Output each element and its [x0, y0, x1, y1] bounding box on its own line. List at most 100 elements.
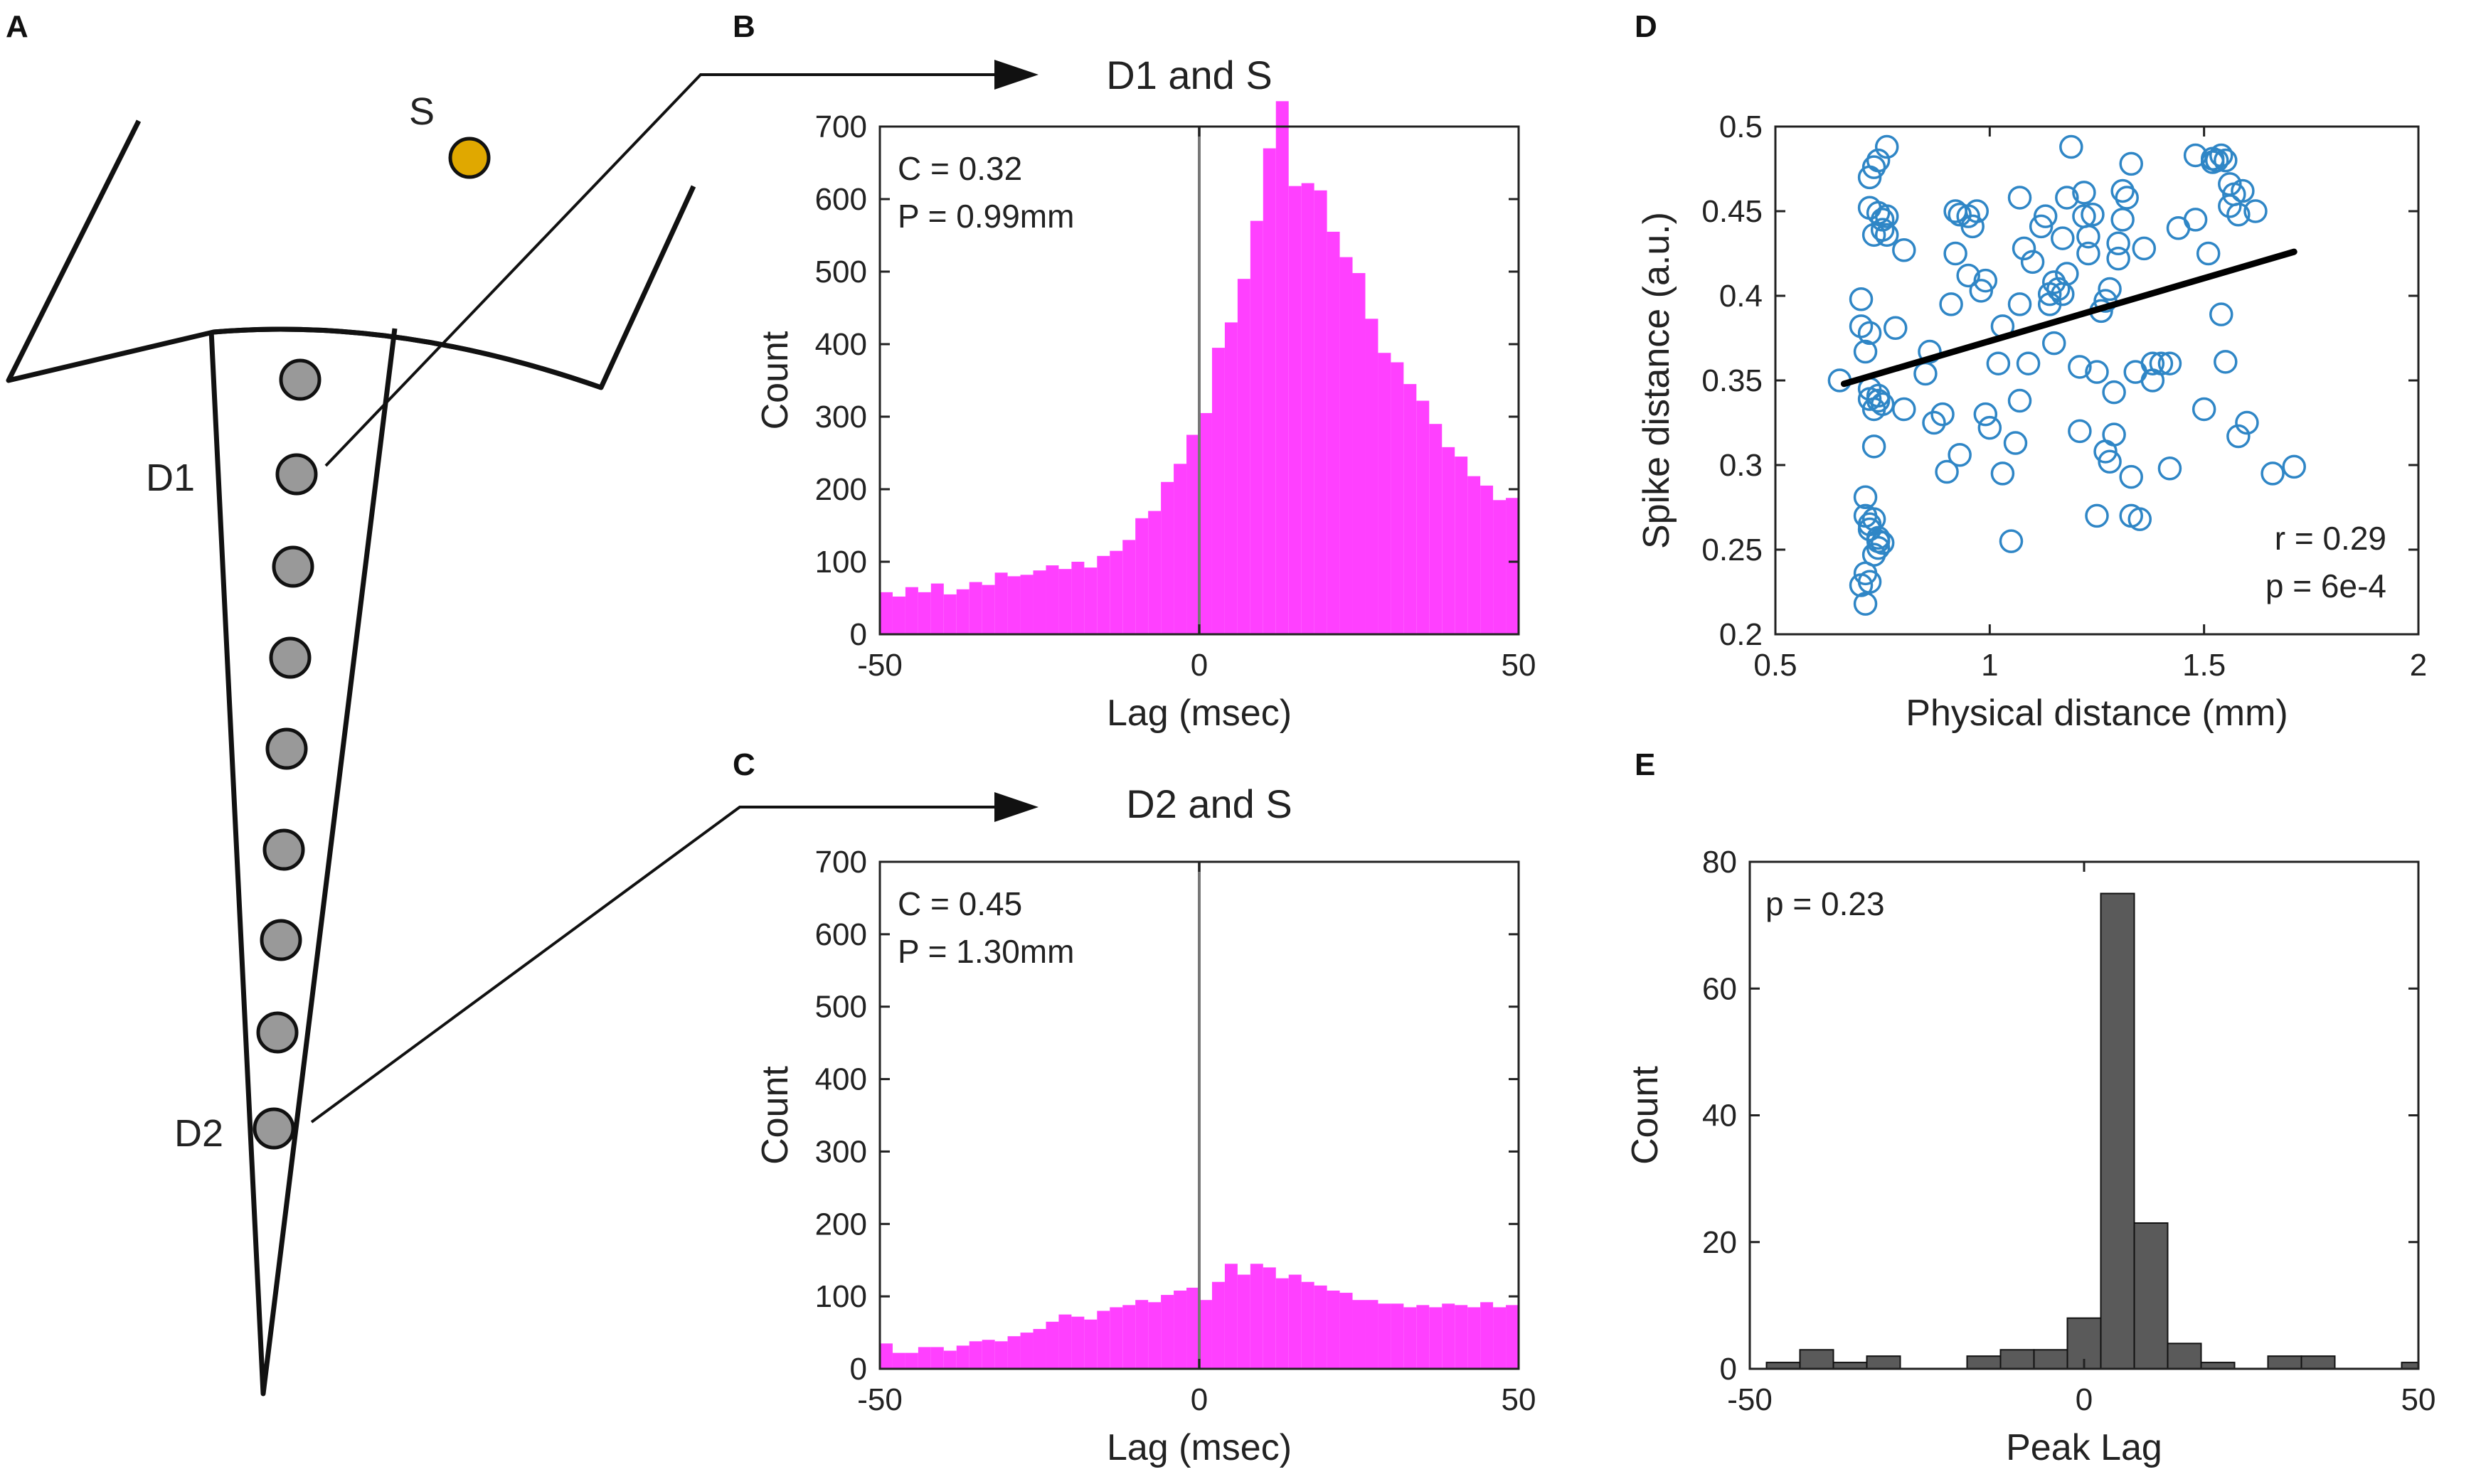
scatter-point — [2282, 454, 2306, 479]
bar — [1058, 569, 1072, 634]
bar — [1199, 1300, 1212, 1369]
bar-series — [1765, 892, 2419, 1370]
bar — [892, 596, 905, 634]
scatter-point — [1948, 203, 1972, 227]
y-tick-label: 0 — [850, 1352, 867, 1387]
y-tick-label: 600 — [815, 917, 867, 952]
y-tick-label: 0.4 — [1719, 279, 1763, 314]
scatter-point — [1857, 570, 1882, 594]
scatter-point — [2119, 464, 2143, 489]
x-axis-label: Lag (msec) — [1107, 693, 1292, 734]
y-tick-label: 80 — [1702, 845, 1737, 880]
y-axis-label: Spike distance (a.u.) — [1636, 212, 1677, 549]
bar — [1007, 1336, 1021, 1369]
bar — [1110, 1307, 1123, 1369]
bar — [1211, 1281, 1225, 1369]
bar — [1352, 273, 1366, 634]
x-tick-label: 0 — [1191, 1382, 1208, 1417]
scatter-point — [2068, 419, 2092, 444]
y-axis-label: Count — [755, 331, 796, 429]
scatter-point — [2076, 224, 2100, 249]
chart-title: D1 and S — [1106, 53, 1273, 97]
scatter-point — [2041, 331, 2066, 356]
bar — [1135, 518, 1149, 634]
scatter-point — [2127, 507, 2152, 531]
bar — [1378, 1303, 1391, 1369]
annotation-text: p = 0.23 — [1765, 885, 1885, 922]
scatter-point — [1892, 397, 1916, 422]
cortex-surface-curve — [213, 326, 602, 390]
bar — [1046, 1321, 1059, 1369]
recording-site — [272, 545, 314, 588]
scatter-point — [1870, 218, 1895, 242]
bar — [2167, 1342, 2202, 1370]
scatter-point — [1853, 485, 1878, 509]
bar — [1275, 1278, 1289, 1369]
scatter-point — [2183, 208, 2208, 232]
bar — [1866, 1355, 1901, 1370]
scatter-point — [2115, 186, 2139, 210]
bar — [1442, 1303, 1455, 1369]
bar — [1378, 353, 1391, 634]
bar — [1301, 183, 1314, 634]
scatter-point — [2098, 449, 2122, 474]
scatter-point — [1849, 314, 1874, 338]
scatter-point — [1853, 592, 1878, 616]
recording-sites — [253, 358, 322, 1150]
y-tick-label: 0 — [1720, 1352, 1737, 1387]
bar — [1352, 1300, 1366, 1369]
y-tick-label: 0.35 — [1701, 363, 1763, 398]
y-axis-label: Count — [1625, 1066, 1666, 1165]
x-tick-label: 0.5 — [1753, 648, 1797, 683]
arrowhead-b-icon — [994, 60, 1038, 90]
bar — [1365, 319, 1378, 634]
bar — [1097, 555, 1110, 634]
axes-box — [1748, 860, 2420, 1370]
bar — [982, 1340, 995, 1369]
bar — [1327, 231, 1340, 634]
scatter-point — [1930, 402, 1955, 427]
bar — [956, 1345, 969, 1369]
bar — [956, 589, 969, 634]
x-tick-label: 50 — [1502, 648, 1536, 683]
scatter-point — [2102, 422, 2126, 447]
recording-site — [260, 919, 302, 961]
bar — [1250, 220, 1263, 635]
x-tick-label: 1 — [1981, 648, 1998, 683]
recording-site — [269, 636, 312, 679]
bar — [1020, 1333, 1034, 1369]
bar — [1403, 384, 1417, 634]
bar — [2300, 1355, 2336, 1370]
y-tick-label: 20 — [1702, 1225, 1737, 1260]
bar — [1455, 1305, 1468, 1369]
bar-series — [880, 1264, 1519, 1369]
panel-a: A S D1 D2 — [6, 9, 1038, 1397]
bar — [1084, 567, 1098, 634]
bar-series — [880, 101, 1519, 635]
scatter-point — [2003, 431, 2028, 455]
scatter-point — [1866, 148, 1891, 173]
source-site — [448, 137, 491, 179]
scatter-point — [1935, 459, 1959, 484]
y-tick-label: 400 — [815, 1062, 867, 1097]
scatter-point — [1857, 321, 1882, 346]
bar — [994, 1341, 1008, 1369]
scatter-point — [2106, 231, 2130, 255]
bar — [1506, 498, 1519, 634]
bar — [1391, 362, 1404, 634]
bar — [918, 592, 931, 634]
scatter-point — [2192, 397, 2216, 422]
scatter-point — [1874, 134, 1899, 159]
bar — [969, 582, 982, 634]
bar — [1084, 1319, 1098, 1369]
bar — [1161, 1295, 1174, 1369]
y-tick-label: 600 — [815, 182, 867, 217]
bar — [1799, 1349, 1834, 1370]
recording-site-d1 — [275, 453, 318, 496]
bar — [982, 584, 995, 634]
scatter-point — [2072, 181, 2096, 205]
scatter-point — [2110, 178, 2135, 203]
scatter-point — [2209, 302, 2233, 326]
recording-site — [265, 727, 308, 770]
